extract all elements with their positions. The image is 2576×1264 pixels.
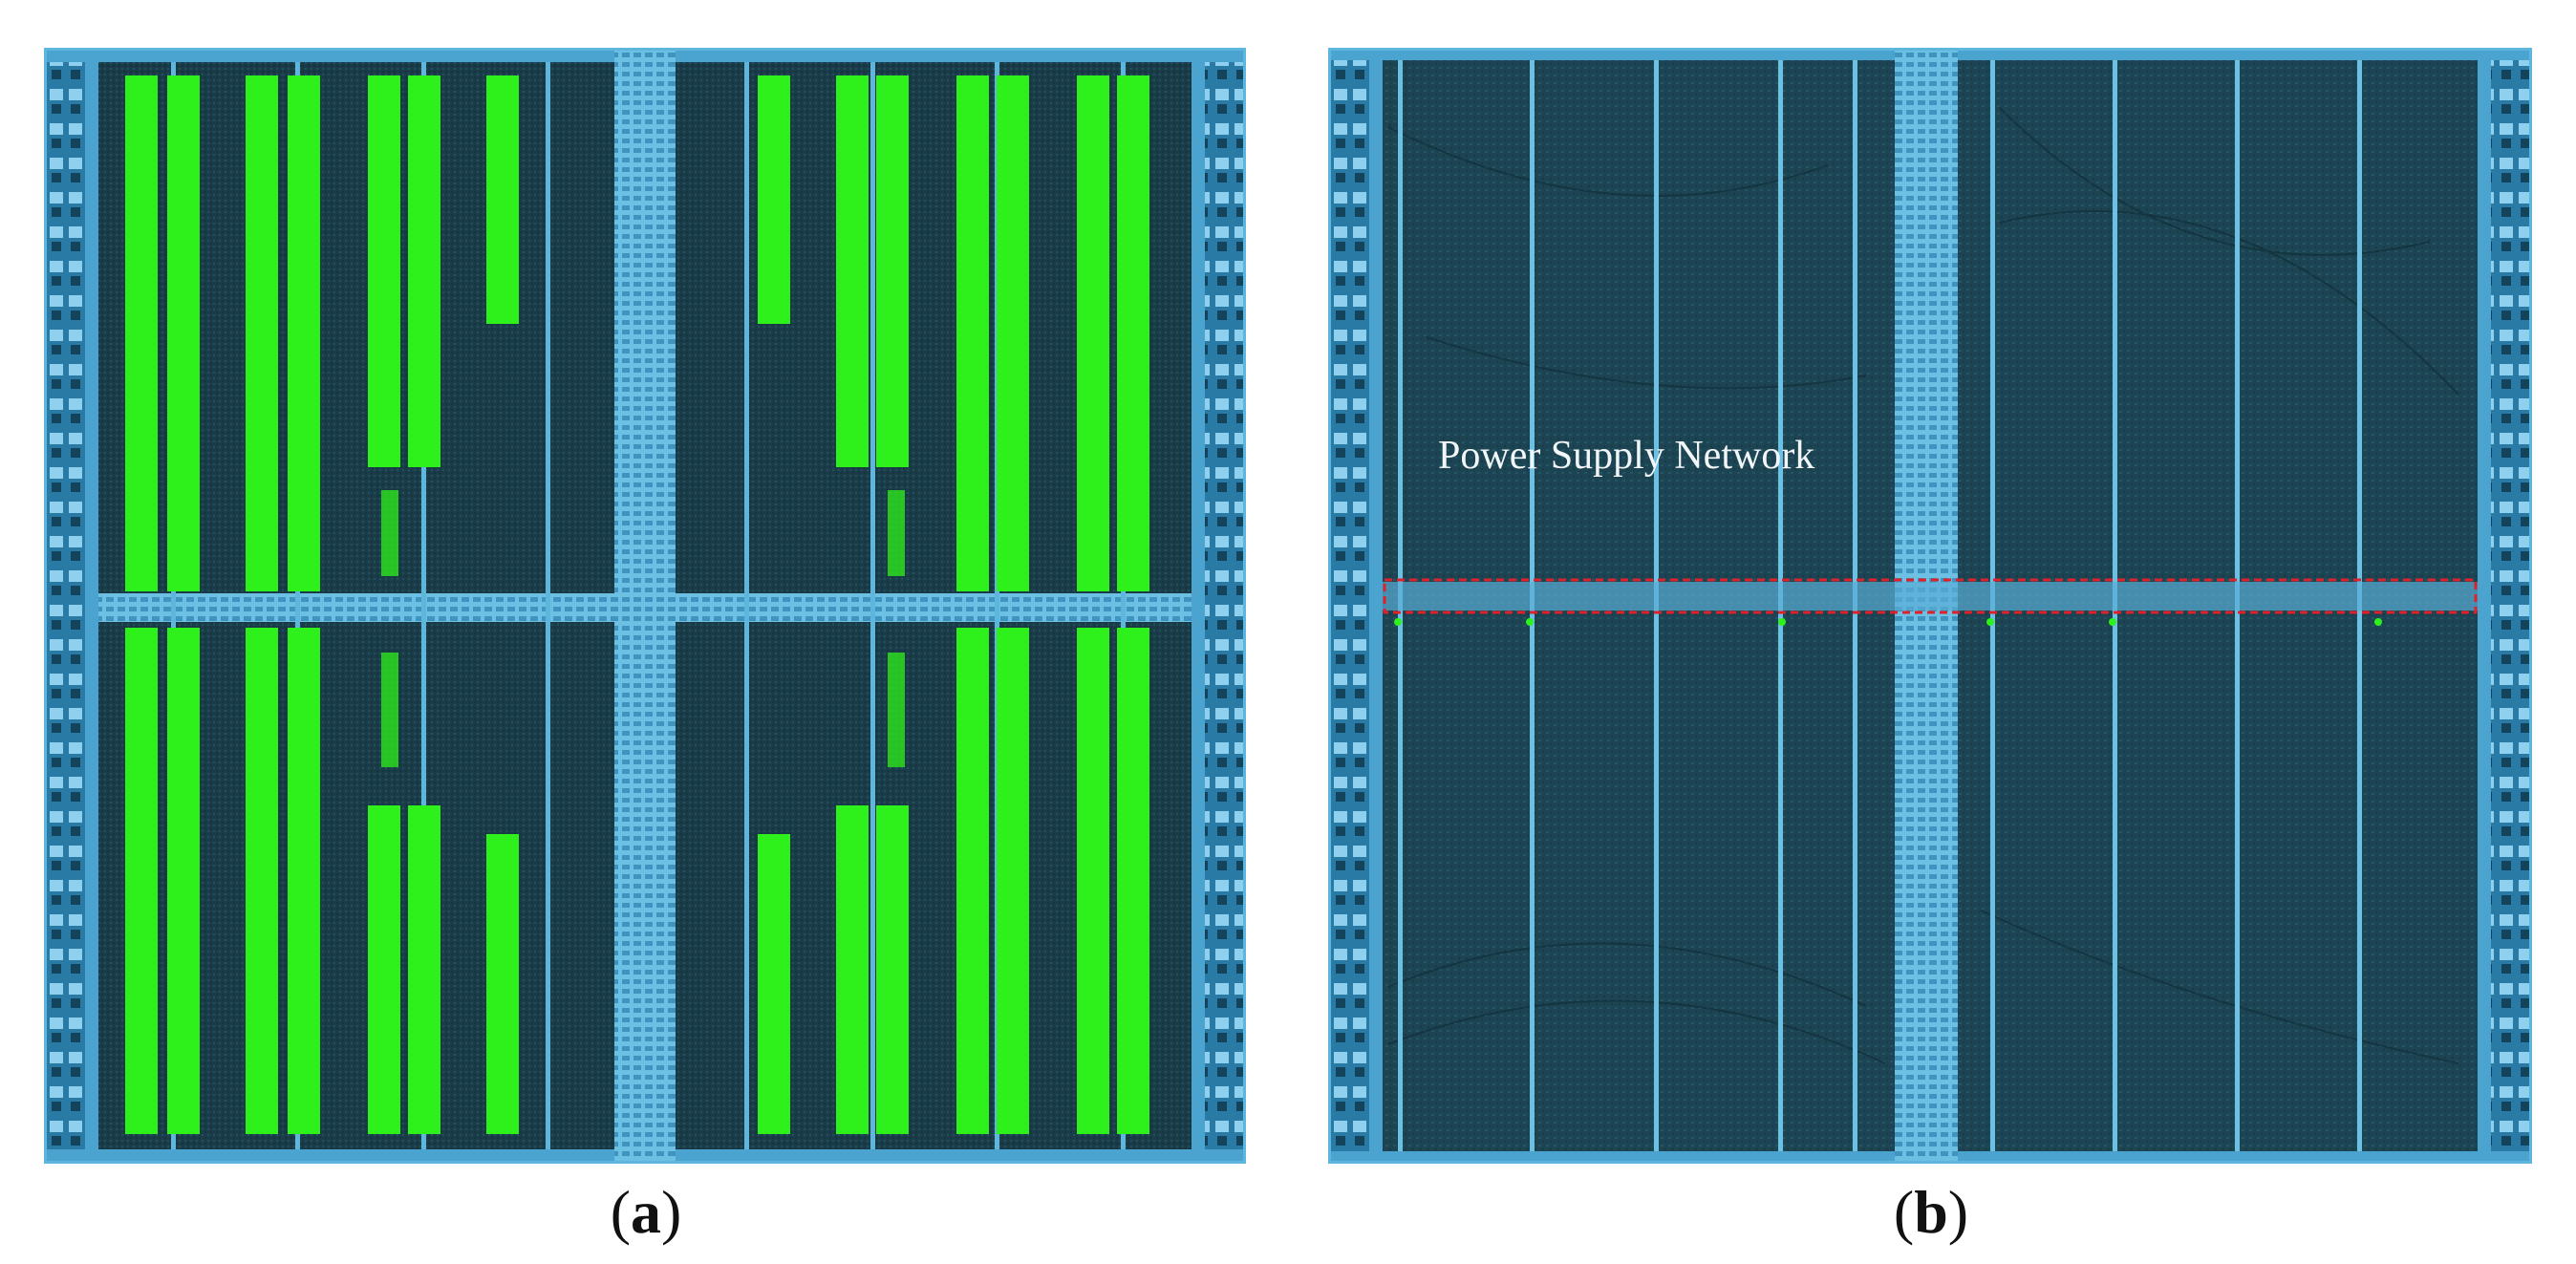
- pad-ring-right: [1205, 51, 1243, 1161]
- metal-lines-a: [171, 62, 1126, 1149]
- pad-ring-left: [47, 51, 85, 1161]
- die-photo-b: [1331, 51, 2529, 1161]
- chip-image-b: Power Supply Network: [1328, 48, 2532, 1164]
- power-rail: [1383, 582, 2478, 611]
- panel-a-caption: (a): [610, 1178, 682, 1246]
- power-supply-network-label: Power Supply Network: [1438, 434, 1815, 478]
- chip-image-a: [44, 48, 1246, 1164]
- pad-ring-left: [1331, 51, 1369, 1161]
- emission-spots: [125, 75, 1149, 1134]
- pad-ring-right: [2491, 51, 2529, 1161]
- die-photo-a: [47, 51, 1243, 1161]
- emission-markers: [1394, 618, 2382, 626]
- surface-scratches: [1387, 107, 2459, 1064]
- highlight-box: [1383, 578, 2478, 614]
- panel-b-caption: (b): [1893, 1178, 1969, 1246]
- horizontal-bus: [98, 593, 1191, 622]
